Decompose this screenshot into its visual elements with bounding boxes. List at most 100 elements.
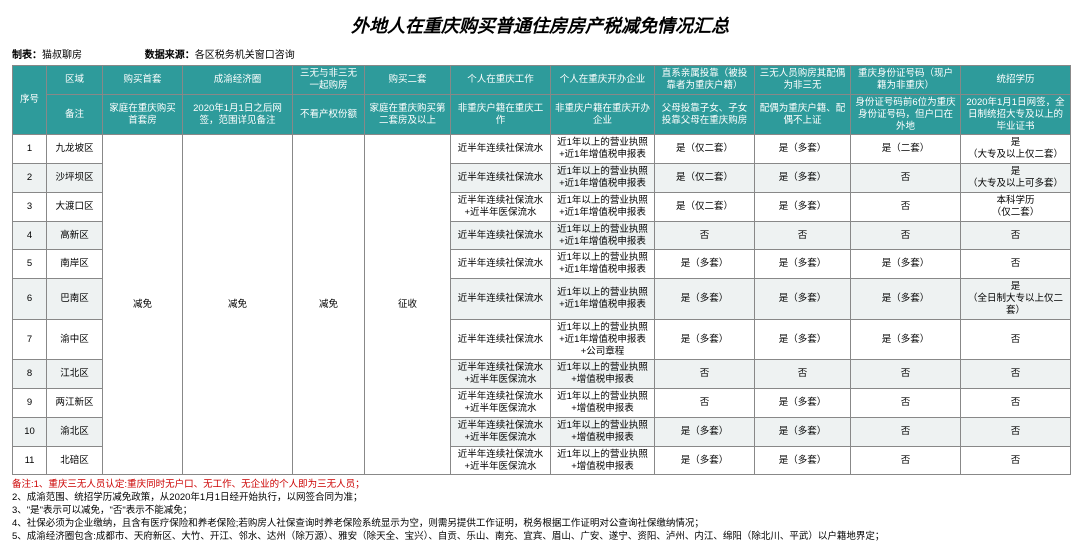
cell-idx: 8 (13, 360, 47, 389)
cell-rel: 是（多套） (655, 279, 755, 320)
cell-idx: 3 (13, 192, 47, 221)
cell-id: 否 (851, 417, 961, 446)
cell-rel: 否 (655, 221, 755, 250)
th-biz-sub: 非重庆户籍在重庆开办企业 (551, 94, 655, 135)
cell-biz: 近1年以上的营业执照+近1年增值税申报表 (551, 164, 655, 193)
th-cy: 成渝经济圈 (183, 66, 293, 95)
cell-id: 否 (851, 360, 961, 389)
cell-idx: 10 (13, 417, 47, 446)
th-area: 区域 (47, 66, 103, 95)
notes-block: 备注:1、重庆三无人员认定:重庆同时无户口、无工作、无企业的个人即为三无人员；2… (12, 479, 1068, 543)
th-idx: 序号 (13, 66, 47, 135)
maker: 猫叔聊房 (42, 50, 82, 61)
cell-spouse: 是（多套） (755, 192, 851, 221)
th-rel-sub: 父母投靠子女、子女投靠父母在重庆购房 (655, 94, 755, 135)
cell-biz: 近1年以上的营业执照+近1年增值税申报表 (551, 135, 655, 164)
th-work-sub: 非重庆户籍在重庆工作 (451, 94, 551, 135)
cell-idx: 1 (13, 135, 47, 164)
th-id-sub: 身份证号码前6位为重庆身份证号码，但户口在外地 (851, 94, 961, 135)
cell-area: 巴南区 (47, 279, 103, 320)
note-line: 4、社保必须为企业缴纳，且含有医疗保险和养老保险;若购房人社保查询时养老保险系统… (12, 518, 1068, 531)
cell-spouse: 是（多套） (755, 164, 851, 193)
cell-spouse: 是（多套） (755, 417, 851, 446)
th-cy-sub: 2020年1月1日之后网签，范围详见备注 (183, 94, 293, 135)
tax-table: 序号 区域 购买首套 成渝经济圈 三无与非三无一起购房 购买二套 个人在重庆工作… (12, 65, 1071, 475)
cell-id: 是（多套） (851, 319, 961, 360)
cell-second-merged: 征收 (365, 135, 451, 475)
th-second-sub: 家庭在重庆购买第二套房及以上 (365, 94, 451, 135)
meta-row: 制表：猫叔聊房 数据来源：各区税务机关窗口咨询 (12, 44, 1068, 65)
cell-spouse: 是（多套） (755, 389, 851, 418)
cell-id: 否 (851, 446, 961, 475)
cell-work: 近半年连续社保流水+近半年医保流水 (451, 446, 551, 475)
cell-id: 是（二套） (851, 135, 961, 164)
cell-biz: 近1年以上的营业执照+近1年增值税申报表 (551, 192, 655, 221)
cell-biz: 近1年以上的营业执照+近1年增值税申报表 (551, 279, 655, 320)
cell-cy-merged: 减免 (183, 135, 293, 475)
cell-edu: 否 (961, 319, 1071, 360)
note-line: 备注:1、重庆三无人员认定:重庆同时无户口、无工作、无企业的个人即为三无人员； (12, 479, 1068, 492)
maker-label: 制表： (12, 50, 42, 61)
cell-idx: 4 (13, 221, 47, 250)
th-biz: 个人在重庆开办企业 (551, 66, 655, 95)
cell-edu: 否 (961, 221, 1071, 250)
cell-rel: 否 (655, 360, 755, 389)
cell-biz: 近1年以上的营业执照+增值税申报表 (551, 360, 655, 389)
cell-work: 近半年连续社保流水+近半年医保流水 (451, 192, 551, 221)
cell-area: 南岸区 (47, 250, 103, 279)
cell-id: 否 (851, 389, 961, 418)
cell-work: 近半年连续社保流水 (451, 135, 551, 164)
cell-first-merged: 减免 (103, 135, 183, 475)
th-spouse: 三无人员购房其配偶为非三无 (755, 66, 851, 95)
cell-biz: 近1年以上的营业执照+近1年增值税申报表 (551, 250, 655, 279)
th-edu-sub: 2020年1月1日网签，全日制统招大专及以上的毕业证书 (961, 94, 1071, 135)
cell-biz: 近1年以上的营业执照+增值税申报表 (551, 417, 655, 446)
cell-edu: 是（全日制大专以上仅二套） (961, 279, 1071, 320)
th-first: 购买首套 (103, 66, 183, 95)
cell-work: 近半年连续社保流水+近半年医保流水 (451, 360, 551, 389)
cell-id: 是（多套） (851, 279, 961, 320)
th-second: 购买二套 (365, 66, 451, 95)
cell-biz: 近1年以上的营业执照+近1年增值税申报表+公司章程 (551, 319, 655, 360)
cell-work: 近半年连续社保流水 (451, 164, 551, 193)
source: 各区税务机关窗口咨询 (195, 50, 295, 61)
cell-edu: 本科学历（仅二套） (961, 192, 1071, 221)
cell-rel: 否 (655, 389, 755, 418)
cell-id: 否 (851, 221, 961, 250)
cell-rel: 是（多套） (655, 319, 755, 360)
cell-idx: 2 (13, 164, 47, 193)
cell-spouse: 是（多套） (755, 446, 851, 475)
cell-idx: 9 (13, 389, 47, 418)
cell-spouse: 是（多套） (755, 319, 851, 360)
cell-idx: 5 (13, 250, 47, 279)
cell-id: 否 (851, 164, 961, 193)
cell-idx: 11 (13, 446, 47, 475)
cell-edu: 否 (961, 389, 1071, 418)
cell-edu: 否 (961, 417, 1071, 446)
cell-spouse: 是（多套） (755, 250, 851, 279)
cell-rel: 是（多套） (655, 446, 755, 475)
cell-area: 江北区 (47, 360, 103, 389)
cell-edu: 否 (961, 446, 1071, 475)
th-id: 重庆身份证号码（现户籍为非重庆） (851, 66, 961, 95)
cell-area: 沙坪坝区 (47, 164, 103, 193)
cell-idx: 6 (13, 279, 47, 320)
cell-id: 否 (851, 192, 961, 221)
cell-edu: 否 (961, 250, 1071, 279)
cell-area: 北碚区 (47, 446, 103, 475)
cell-biz: 近1年以上的营业执照+增值税申报表 (551, 389, 655, 418)
cell-work: 近半年连续社保流水 (451, 319, 551, 360)
cell-area: 九龙坡区 (47, 135, 103, 164)
cell-area: 渝北区 (47, 417, 103, 446)
cell-area: 大渡口区 (47, 192, 103, 221)
cell-id: 是（多套） (851, 250, 961, 279)
cell-edu: 是（大专及以上仅二套） (961, 135, 1071, 164)
th-work: 个人在重庆工作 (451, 66, 551, 95)
th-sw-sub: 不看产权份额 (293, 94, 365, 135)
cell-area: 渝中区 (47, 319, 103, 360)
table-row: 1九龙坡区减免减免减免征收近半年连续社保流水近1年以上的营业执照+近1年增值税申… (13, 135, 1071, 164)
note-line: 2、成渝范围、统招学历减免政策，从2020年1月1日经开始执行，以网签合同为准； (12, 492, 1068, 505)
cell-rel: 是（仅二套） (655, 192, 755, 221)
cell-idx: 7 (13, 319, 47, 360)
th-first-sub: 家庭在重庆购买首套房 (103, 94, 183, 135)
